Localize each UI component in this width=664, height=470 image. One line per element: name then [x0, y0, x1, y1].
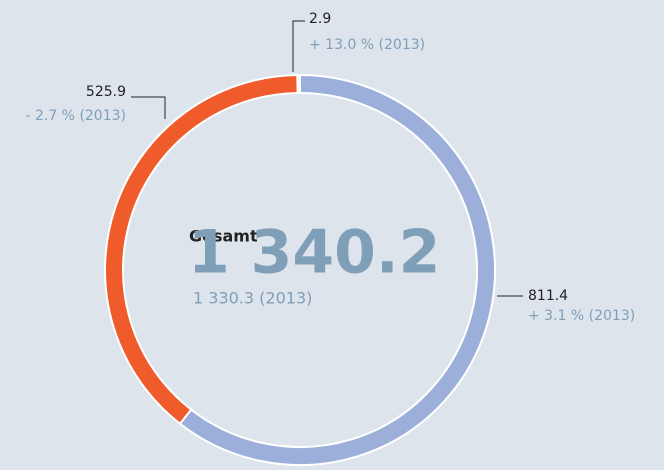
- center-title: Gesamt: [189, 227, 258, 246]
- value-label: 2.9: [309, 11, 331, 27]
- change-label: + 13.0 % (2013): [309, 37, 425, 53]
- center-note: 1 330.3 (2013): [193, 289, 312, 308]
- change-label: - 2.7 % (2013): [25, 108, 126, 124]
- value-label: 525.9: [86, 84, 126, 100]
- leader-line: [292, 20, 305, 72]
- value-label: 811.4: [528, 288, 568, 304]
- center-value: 1 340.2: [188, 218, 440, 288]
- leader-line: [131, 96, 166, 119]
- change-label: + 3.1 % (2013): [528, 308, 635, 324]
- donut-segment: [296, 73, 301, 95]
